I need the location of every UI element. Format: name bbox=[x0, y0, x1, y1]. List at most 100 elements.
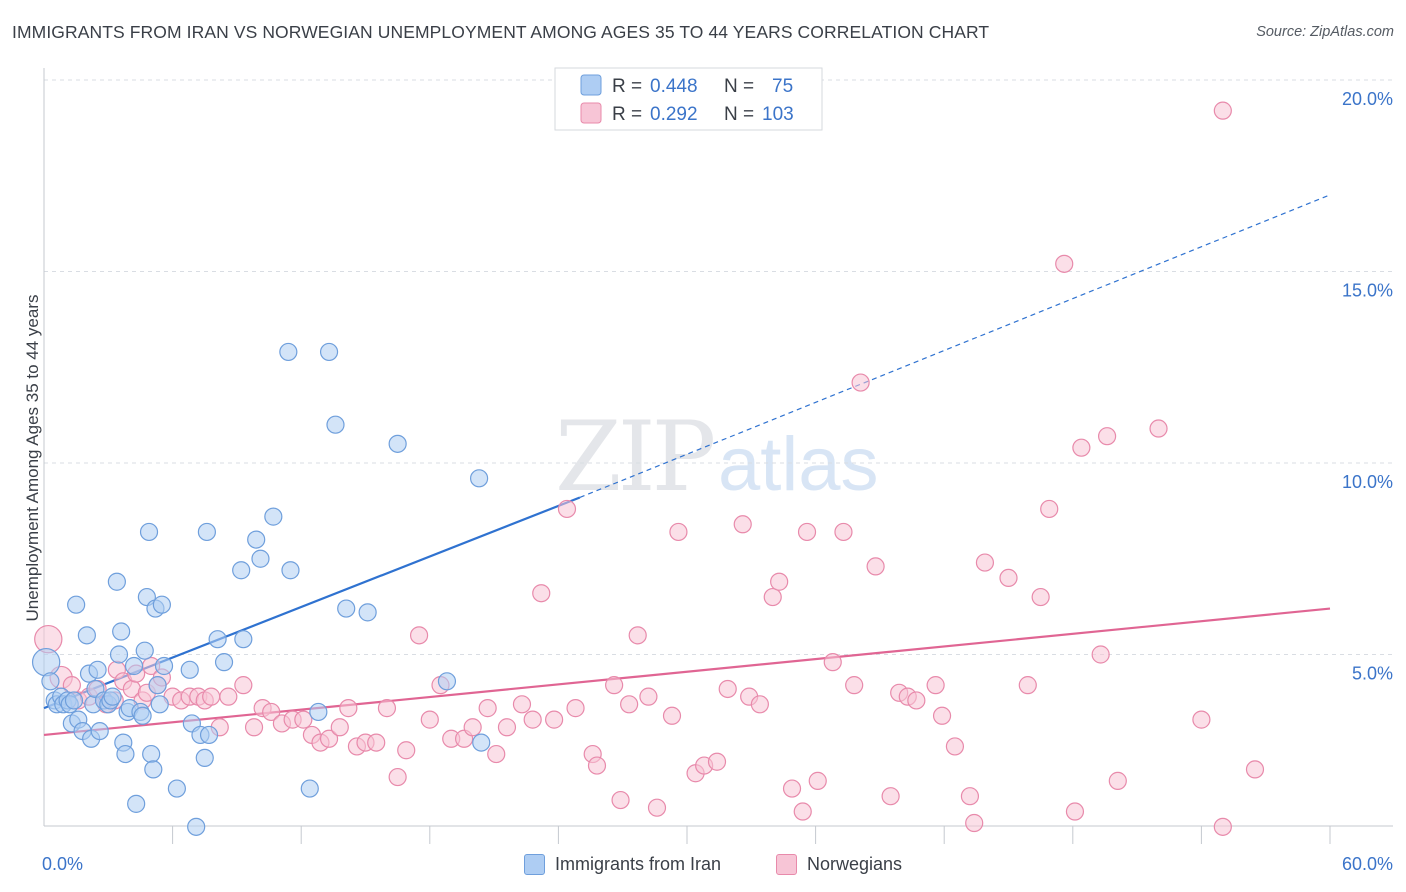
data-point-blue bbox=[90, 721, 109, 741]
data-point-blue bbox=[337, 599, 356, 618]
source-label: Source: ZipAtlas.com bbox=[1256, 24, 1394, 40]
data-point-blue bbox=[144, 760, 163, 779]
data-point-blue bbox=[326, 415, 345, 434]
data-point-pink bbox=[367, 733, 386, 752]
data-point-pink bbox=[866, 557, 885, 576]
trend-line-blue-projection bbox=[579, 194, 1331, 499]
data-point-pink bbox=[845, 676, 864, 695]
data-point-blue bbox=[247, 530, 266, 549]
svg-text:R = 0.448 N =: R = 0.448 N = 75 bbox=[612, 76, 793, 97]
legend-pink-swatch bbox=[580, 102, 602, 124]
x-min-label: 0.0% bbox=[42, 854, 83, 874]
data-point-pink bbox=[611, 790, 630, 810]
data-point-pink bbox=[960, 787, 980, 806]
data-point-pink bbox=[566, 699, 585, 718]
data-point-blue bbox=[77, 626, 96, 645]
data-point-pink bbox=[532, 584, 551, 603]
data-point-blue bbox=[469, 469, 489, 488]
legend-pink-r-value: 0.292 bbox=[650, 104, 698, 125]
data-point-pink bbox=[1192, 710, 1211, 729]
data-point-blue bbox=[208, 630, 227, 649]
bottom-legend-pink-swatch bbox=[776, 853, 797, 875]
data-point-pink bbox=[975, 553, 995, 572]
data-point-pink bbox=[409, 626, 429, 645]
stats-legend: R = 0.448 N = 75 R = 0.292 N = 103 bbox=[554, 67, 823, 131]
y-tick-label: 20.0% bbox=[1342, 89, 1393, 109]
data-point-blue bbox=[180, 660, 199, 679]
data-point-pink bbox=[557, 499, 577, 519]
data-point-pink bbox=[330, 718, 349, 737]
data-point-pink bbox=[478, 699, 497, 718]
data-point-blue bbox=[199, 725, 219, 745]
data-point-pink bbox=[707, 752, 727, 771]
data-point-pink bbox=[1245, 760, 1265, 779]
y-tick-label: 10.0% bbox=[1342, 472, 1393, 492]
bottom-legend-blue: Immigrants from Iran bbox=[524, 851, 721, 877]
data-point-blue bbox=[135, 641, 154, 660]
data-point-pink bbox=[1065, 802, 1085, 821]
data-point-pink bbox=[1097, 427, 1117, 446]
legend-blue-r-value: 0.448 bbox=[650, 76, 698, 97]
data-point-blue bbox=[142, 744, 161, 764]
data-point-pink bbox=[319, 729, 339, 748]
data-point-blue bbox=[124, 656, 144, 676]
data-point-pink bbox=[605, 676, 624, 695]
data-point-pink bbox=[388, 767, 407, 787]
legend-blue-swatch bbox=[580, 74, 602, 96]
data-point-pink bbox=[926, 676, 945, 695]
data-point-pink bbox=[294, 710, 313, 729]
y-tick-label: 5.0% bbox=[1352, 664, 1393, 684]
data-point-blue bbox=[67, 595, 86, 614]
data-point-blue bbox=[264, 507, 283, 526]
legend-pink-n-value: 103 bbox=[762, 104, 794, 125]
data-point-pink bbox=[587, 756, 607, 775]
data-point-blue bbox=[195, 748, 214, 768]
data-point-blue bbox=[107, 572, 126, 591]
data-point-blue bbox=[309, 702, 328, 722]
data-point-pink bbox=[620, 695, 639, 714]
watermark-zip: ZIP bbox=[555, 401, 714, 513]
data-point-pink bbox=[377, 699, 397, 718]
data-point-pink bbox=[1018, 676, 1037, 695]
data-point-pink bbox=[1149, 419, 1168, 438]
data-point-pink bbox=[512, 695, 532, 714]
data-point-blue bbox=[214, 653, 234, 672]
x-ticks bbox=[172, 826, 1331, 844]
data-point-blue bbox=[187, 817, 206, 836]
legend-pink-n-label: N = bbox=[724, 104, 754, 125]
data-point-pink bbox=[1072, 438, 1091, 457]
data-point-pink bbox=[965, 813, 984, 833]
data-point-pink bbox=[244, 718, 264, 737]
data-point-pink bbox=[497, 718, 517, 737]
data-point-pink bbox=[750, 695, 769, 714]
data-point-blue bbox=[281, 561, 300, 580]
data-point-pink bbox=[397, 741, 416, 760]
y-axis-title: Unemployment Among Ages 35 to 44 years bbox=[23, 295, 42, 622]
data-point-blue bbox=[127, 794, 146, 813]
data-point-pink bbox=[1055, 254, 1074, 273]
data-point-blue bbox=[472, 733, 491, 752]
data-point-blue bbox=[437, 672, 457, 691]
data-point-pink bbox=[1213, 817, 1232, 836]
data-point-blue bbox=[234, 630, 253, 649]
bottom-legend-blue-label: Immigrants from Iran bbox=[555, 853, 722, 874]
data-point-blue bbox=[154, 656, 174, 676]
data-point-pink bbox=[662, 706, 682, 725]
data-point-blue bbox=[232, 561, 251, 580]
data-point-blue bbox=[148, 676, 167, 695]
data-points bbox=[31, 101, 1265, 836]
data-point-pink bbox=[945, 737, 965, 756]
data-point-pink bbox=[718, 679, 737, 699]
data-point-pink bbox=[463, 718, 482, 737]
data-point-pink bbox=[639, 687, 658, 706]
data-point-blue bbox=[150, 695, 169, 714]
legend-blue-n-label: N = bbox=[724, 76, 754, 97]
y-tick-label: 15.0% bbox=[1342, 281, 1393, 301]
data-point-pink bbox=[823, 653, 842, 672]
data-point-pink bbox=[782, 779, 802, 798]
data-point-blue bbox=[358, 603, 377, 622]
data-point-pink bbox=[932, 706, 952, 725]
data-point-pink bbox=[628, 626, 647, 645]
data-point-blue bbox=[251, 549, 270, 568]
data-point-blue bbox=[388, 434, 407, 453]
